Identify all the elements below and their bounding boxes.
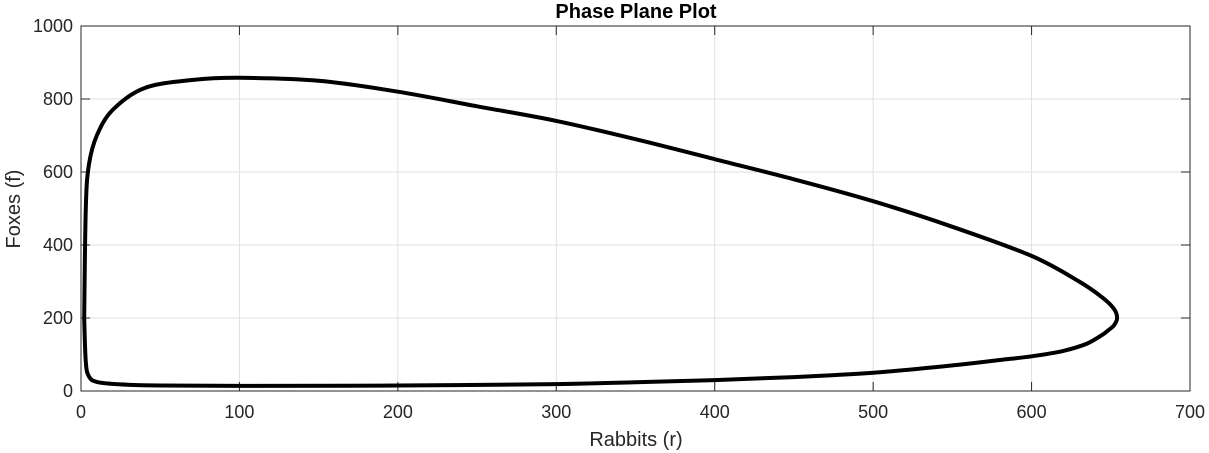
x-tick-label: 200	[383, 402, 413, 422]
chart-title: Phase Plane Plot	[555, 1, 717, 23]
y-tick-label: 400	[43, 235, 73, 255]
y-tick-label: 0	[63, 381, 73, 401]
plot-area-frame	[80, 25, 1191, 392]
x-tick-label: 700	[1175, 402, 1205, 422]
x-tick-label: 0	[76, 402, 86, 422]
phase-trajectory-line	[82, 75, 1120, 388]
y-tick-label: 800	[43, 89, 73, 109]
x-tick-label: 400	[700, 402, 730, 422]
y-tick-label: 1000	[33, 16, 73, 36]
y-tick-label: 600	[43, 162, 73, 182]
x-tick-label: 100	[224, 402, 254, 422]
x-tick-label: 500	[858, 402, 888, 422]
y-tick-label: 200	[43, 308, 73, 328]
axis-ticks: 0 100 200 300 400 500 600 700 0 200 400 600 800 1000	[33, 16, 1205, 422]
y-axis-label: Foxes (f)	[3, 170, 25, 249]
series-layer	[82, 75, 1120, 388]
x-tick-label: 300	[541, 402, 571, 422]
x-tick-label: 600	[1017, 402, 1047, 422]
x-axis-label: Rabbits (r)	[589, 429, 682, 451]
